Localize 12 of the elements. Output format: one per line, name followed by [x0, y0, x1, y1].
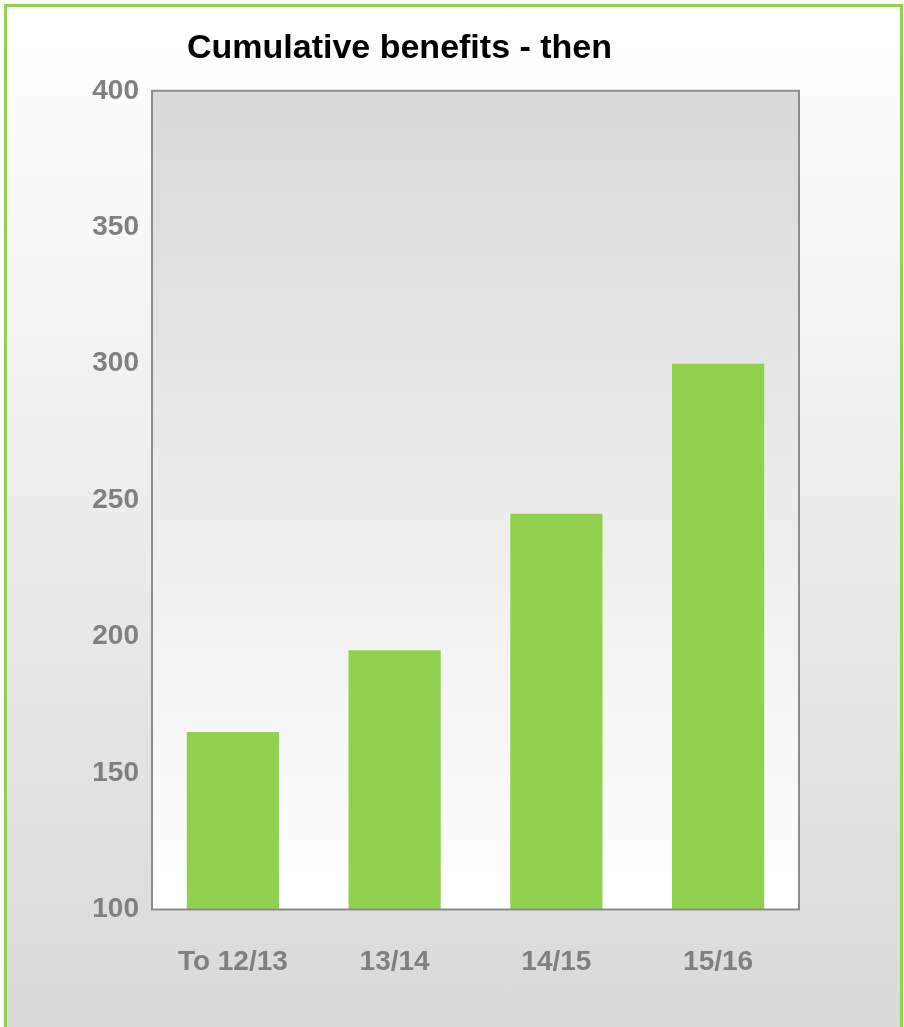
y-tick-label: 100	[92, 892, 139, 924]
x-tick-label: To 12/13	[177, 944, 288, 976]
x-tick-label: 13/14	[359, 944, 431, 976]
y-tick-label: 250	[92, 482, 139, 514]
y-tick-label: 300	[92, 346, 139, 378]
y-tick-label: 350	[92, 209, 139, 241]
x-tick-label: 15/16	[683, 944, 754, 976]
y-tick-label: 400	[92, 73, 139, 105]
x-tick-label: 14/15	[521, 944, 592, 976]
y-tick-label: 200	[92, 619, 139, 651]
y-tick-label: 150	[92, 755, 139, 787]
chart-title: Cumulative benefits - then	[186, 26, 613, 65]
